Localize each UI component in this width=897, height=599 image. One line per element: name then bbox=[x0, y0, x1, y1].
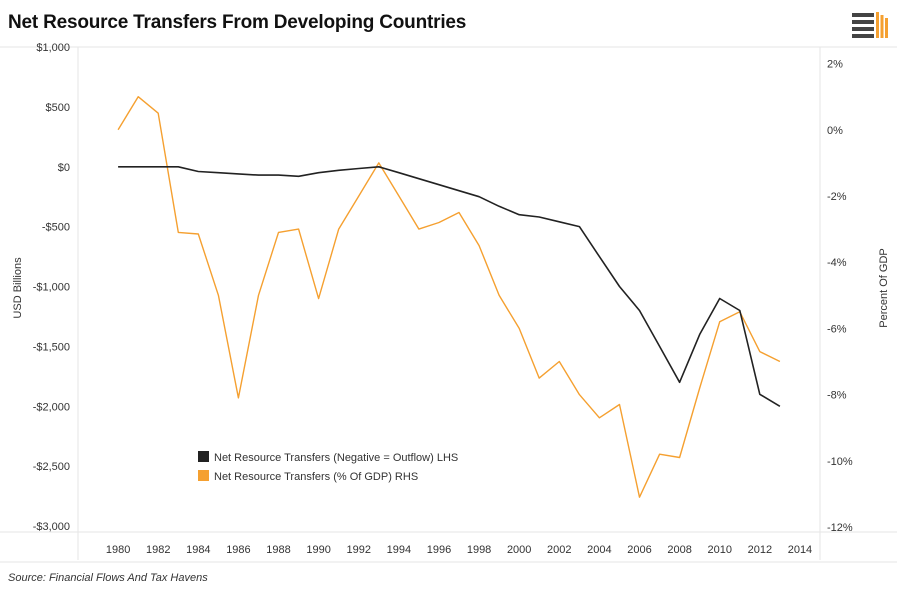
x-tick-label: 1988 bbox=[266, 544, 290, 556]
gdp-series-line bbox=[117, 95, 781, 498]
legend-swatch bbox=[198, 451, 209, 462]
y2-tick-label: -10% bbox=[827, 456, 853, 468]
tick-labels: $1,000 $500 $0 -$500 -$1,000 -$1,500 -$2,000 -$… bbox=[33, 42, 853, 556]
y-tick-label: -$1,500 bbox=[33, 341, 70, 353]
chart-title: Net Resource Transfers From Developing C… bbox=[8, 12, 467, 33]
x-tick-label: 2012 bbox=[748, 544, 772, 556]
usd-series-line bbox=[118, 166, 781, 407]
x-tick-label: 2008 bbox=[667, 544, 691, 556]
legend-label: Net Resource Transfers (% Of GDP) RHS bbox=[214, 471, 418, 483]
y2-tick-label: -4% bbox=[827, 257, 847, 269]
x-tick-label: 1998 bbox=[467, 544, 491, 556]
y2-tick-label: 2% bbox=[827, 59, 843, 71]
x-tick-label: 2002 bbox=[547, 544, 571, 556]
y2-tick-label: -8% bbox=[827, 390, 847, 402]
y2-tick-label: -2% bbox=[827, 191, 847, 203]
x-tick-label: 2006 bbox=[627, 544, 651, 556]
y2-axis-label: Percent Of GDP bbox=[878, 248, 890, 327]
x-tick-label: 1984 bbox=[186, 544, 210, 556]
legend-swatch bbox=[198, 470, 209, 481]
x-tick-label: 1986 bbox=[226, 544, 250, 556]
brand-logo-icon bbox=[852, 12, 888, 38]
x-tick-label: 1992 bbox=[347, 544, 371, 556]
x-tick-label: 1982 bbox=[146, 544, 170, 556]
x-tick-label: 2004 bbox=[587, 544, 611, 556]
x-tick-label: 1996 bbox=[427, 544, 451, 556]
x-tick-label: 1980 bbox=[106, 544, 130, 556]
y2-tick-label: -6% bbox=[827, 323, 847, 335]
x-tick-label: 2014 bbox=[788, 544, 812, 556]
x-tick-label: 1990 bbox=[306, 544, 330, 556]
y-tick-label: -$1,000 bbox=[33, 282, 70, 294]
legend: Net Resource Transfers (Negative = Outfl… bbox=[198, 451, 458, 483]
legend-label: Net Resource Transfers (Negative = Outfl… bbox=[214, 452, 458, 464]
y-tick-label: $0 bbox=[58, 162, 70, 174]
y2-tick-label: 0% bbox=[827, 125, 843, 137]
y-tick-label: -$2,000 bbox=[33, 401, 70, 413]
y-tick-label: $500 bbox=[46, 102, 70, 114]
x-tick-label: 2000 bbox=[507, 544, 531, 556]
series-lines bbox=[117, 95, 781, 498]
y-tick-label: -$3,000 bbox=[33, 521, 70, 533]
y2-tick-label: -12% bbox=[827, 522, 853, 534]
axes bbox=[0, 46, 897, 563]
y-tick-label: -$500 bbox=[42, 222, 70, 234]
y-tick-label: -$2,500 bbox=[33, 461, 70, 473]
x-tick-label: 1994 bbox=[387, 544, 411, 556]
x-tick-label: 2010 bbox=[707, 544, 731, 556]
y-tick-label: $1,000 bbox=[36, 42, 70, 54]
y-axis-label: USD Billions bbox=[12, 257, 24, 319]
source-note: Source: Financial Flows And Tax Havens bbox=[8, 572, 208, 584]
